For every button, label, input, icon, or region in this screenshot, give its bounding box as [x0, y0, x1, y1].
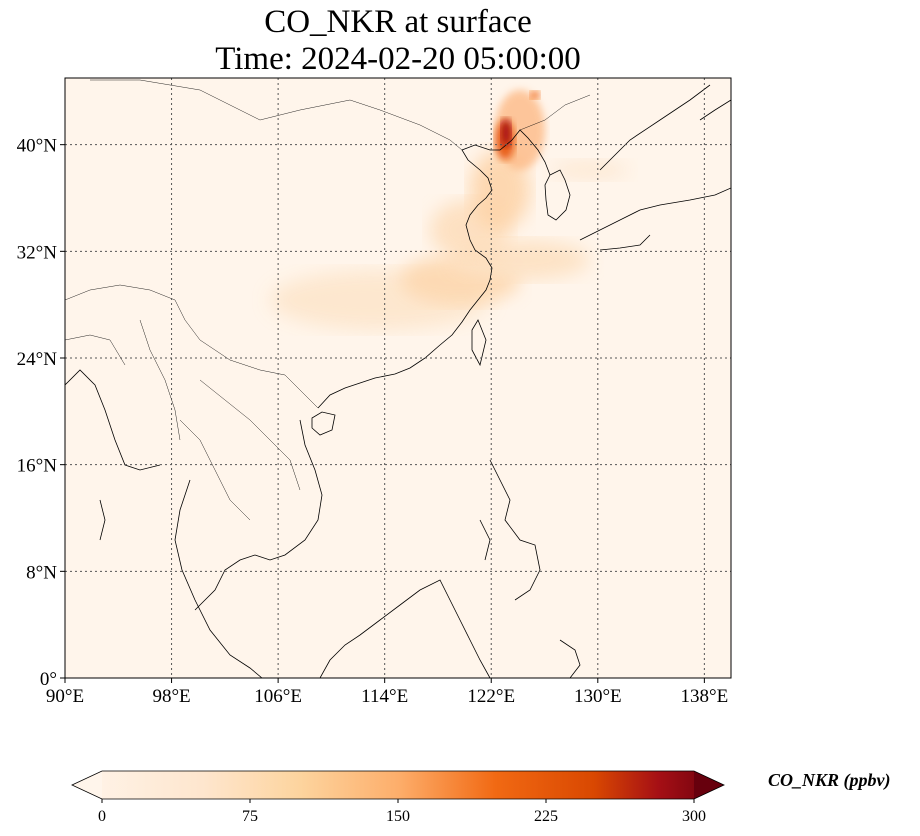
colorbar-extend-high	[694, 771, 724, 799]
map-background	[65, 78, 731, 678]
colorbar-tick-label: 75	[242, 808, 258, 825]
map-title: CO_NKR at surface	[264, 4, 532, 40]
colorbar-ticks: 0 75 150 225 300	[98, 799, 706, 825]
lon-tick-label: 114°E	[361, 686, 408, 707]
lon-tick-label: 122°E	[467, 686, 515, 707]
map-frame	[64, 77, 732, 679]
colorbar-tick-label: 300	[682, 808, 706, 825]
lon-tick-label: 138°E	[681, 686, 729, 707]
latitude-axis: 0° 8°N 16°N 24°N 32°N 40°N	[17, 136, 65, 690]
colorbar-extend-low	[72, 771, 102, 799]
colorbar-fill	[72, 771, 724, 799]
lon-tick-label: 90°E	[46, 686, 84, 707]
colorbar-tick-label: 150	[386, 808, 410, 825]
lat-tick-label: 24°N	[17, 349, 58, 370]
lon-tick-label: 130°E	[574, 686, 622, 707]
co-concentration-field	[270, 90, 630, 330]
lat-tick-label: 32°N	[17, 242, 58, 263]
lon-tick-label: 106°E	[254, 686, 302, 707]
lat-tick-label: 8°N	[26, 562, 57, 583]
lat-tick-label: 0°	[40, 669, 57, 690]
colorbar-label: CO_NKR (ppbv)	[768, 770, 891, 790]
coastlines	[65, 84, 731, 678]
colorbar-tick-label: 225	[534, 808, 558, 825]
colorbar-tick-label: 0	[98, 808, 106, 825]
colorbar: 0 75 150 225 300	[71, 770, 725, 825]
longitude-axis: 90°E 98°E 106°E 114°E 122°E 130°E 138°E	[46, 678, 728, 707]
gridlines	[65, 78, 731, 678]
lon-tick-label: 98°E	[152, 686, 190, 707]
lat-tick-label: 40°N	[17, 136, 58, 157]
lat-tick-label: 16°N	[17, 456, 58, 477]
map-subtitle-time: Time: 2024-02-20 05:00:00	[215, 41, 581, 77]
country-borders	[65, 79, 591, 521]
